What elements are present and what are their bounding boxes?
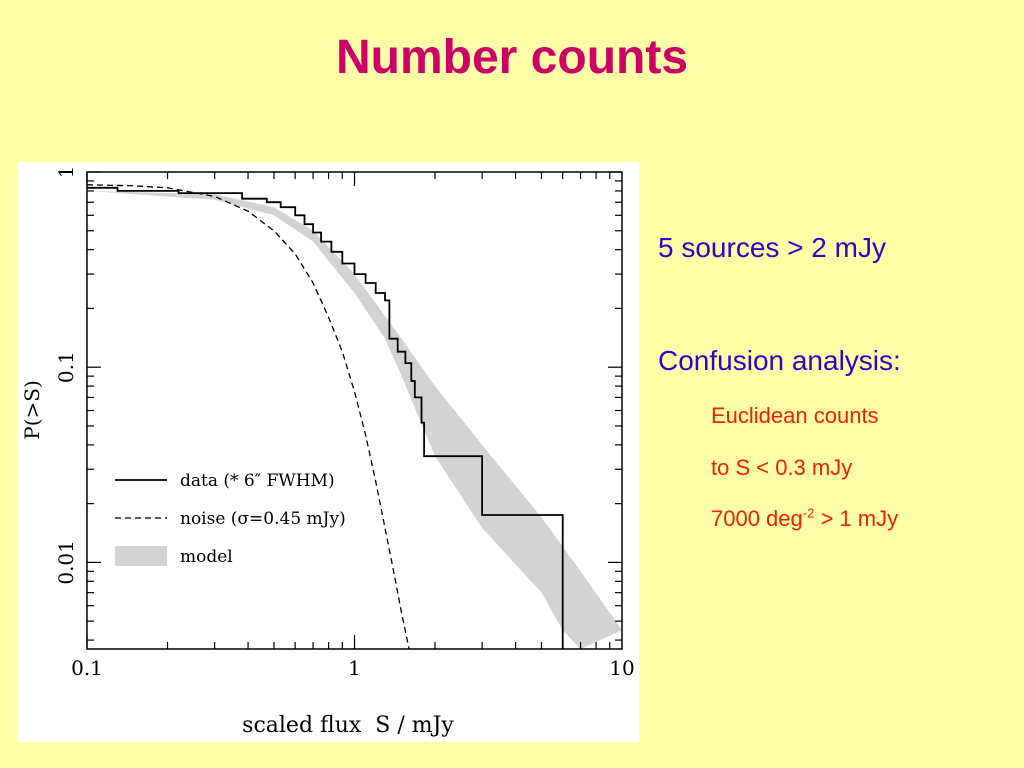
legend-swatch-model <box>115 546 167 566</box>
legend-label-model: model <box>180 547 233 567</box>
data-line <box>87 186 564 649</box>
legend-label-noise: noise (σ=0.45 mJy) <box>180 509 346 529</box>
sub-bullet-euclidean: Euclidean counts <box>711 403 879 428</box>
x-axis-label: scaled flux S / mJy <box>242 713 454 738</box>
y-tick-label: 0.01 <box>54 540 78 585</box>
model-band <box>87 190 622 649</box>
sub-bullet-density: 7000 deg-2 > 1 mJy <box>711 506 898 532</box>
x-tick-label: 1 <box>348 656 361 680</box>
legend-label-data: data (* 6″ FWHM) <box>180 471 335 491</box>
sub-bullet-flux-limit: to S < 0.3 mJy <box>711 455 853 480</box>
noise-line <box>87 184 410 649</box>
number-counts-chart: 0.1 1 10 0.01 0.1 1 data (* 6″ FWHM) noise (σ=… <box>20 166 635 738</box>
density-exponent: -2 <box>802 505 815 521</box>
y-tick-label: 1 <box>54 166 78 179</box>
density-threshold: > 1 mJy <box>814 506 899 531</box>
y-axis-label: P(>S) <box>20 380 44 440</box>
x-tick-label: 10 <box>609 656 634 680</box>
slide-title: Number counts <box>335 31 689 84</box>
bullet-confusion: Confusion analysis: <box>658 345 901 376</box>
number-counts-figure: 0.1 1 10 0.01 0.1 1 data (* 6″ FWHM) noise (σ=… <box>17 162 639 742</box>
density-value: 7000 deg <box>711 506 803 531</box>
x-tick-label: 0.1 <box>71 656 103 680</box>
y-tick-label: 0.1 <box>54 351 78 383</box>
bullet-sources: 5 sources > 2 mJy <box>658 232 886 263</box>
